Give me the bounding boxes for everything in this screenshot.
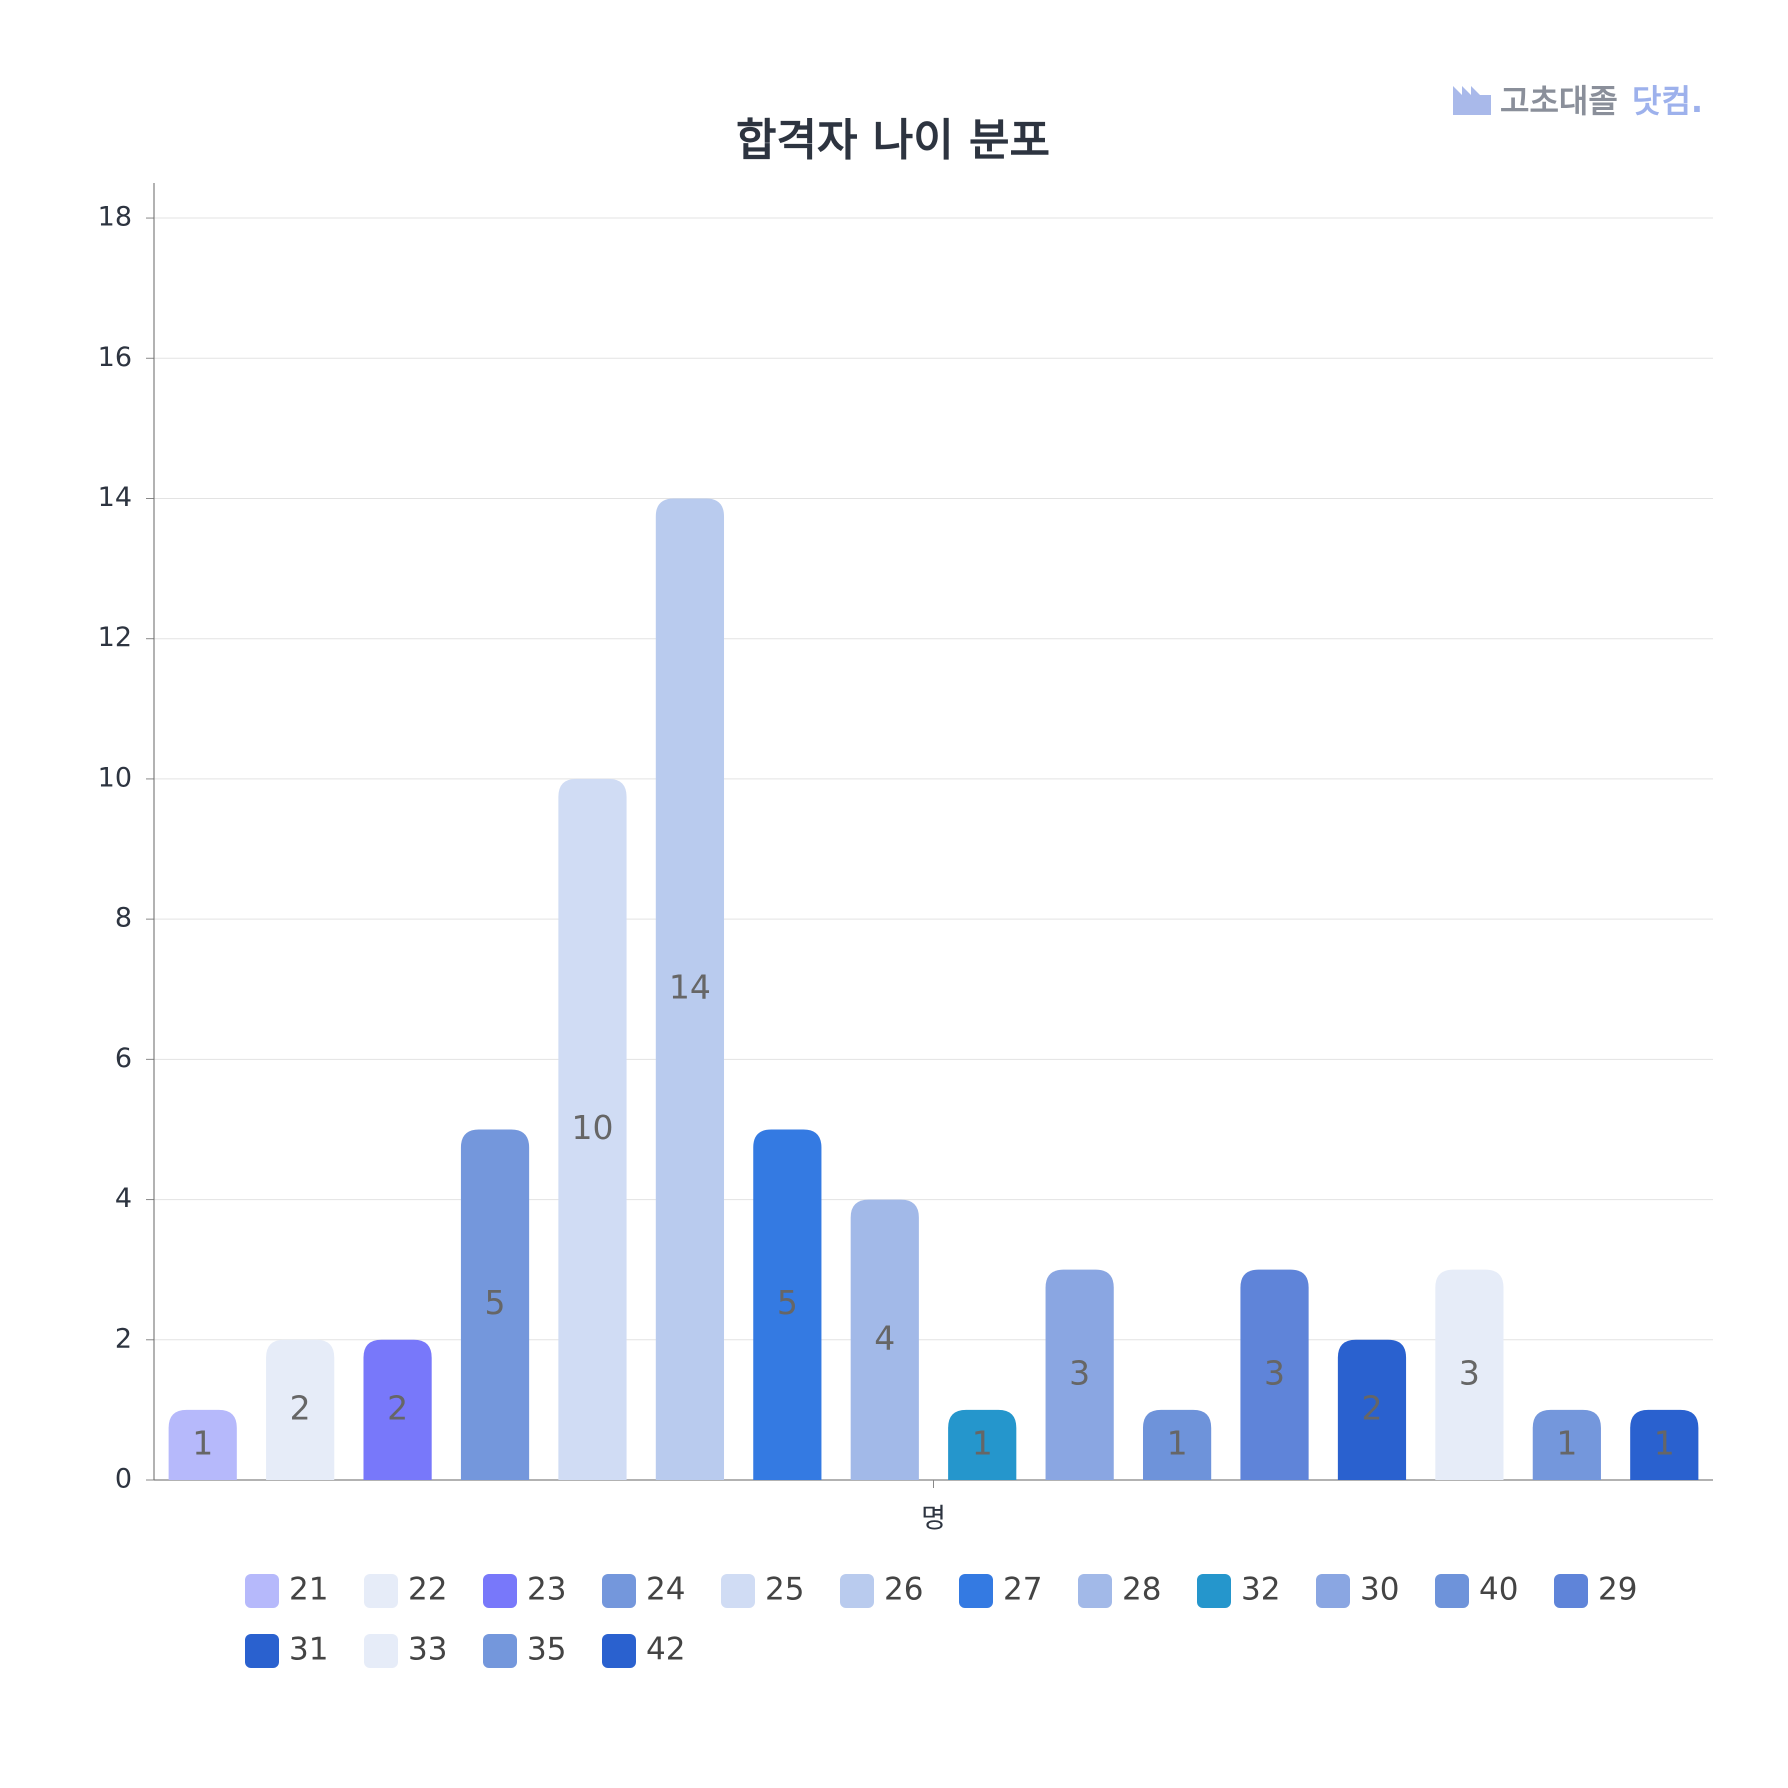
bar <box>1435 1269 1504 1480</box>
value-label: 3 <box>1459 1353 1480 1392</box>
value-label: 2 <box>387 1388 408 1427</box>
bar <box>1337 1339 1407 1480</box>
legend-swatch <box>483 1634 517 1668</box>
value-label: 1 <box>192 1423 213 1462</box>
bar <box>850 1199 919 1480</box>
legend-label: 29 <box>1598 1572 1637 1608</box>
y-tick-label: 18 <box>98 202 132 233</box>
value-label: 5 <box>485 1283 506 1322</box>
value-label: 1 <box>1556 1423 1577 1462</box>
bar <box>266 1339 335 1480</box>
logo-brand: 고초대졸 <box>1500 82 1618 120</box>
legend-label: 31 <box>289 1632 328 1668</box>
y-tick-label: 2 <box>115 1323 132 1354</box>
bar <box>168 1409 237 1480</box>
legend-label: 33 <box>408 1632 447 1668</box>
bar <box>558 778 627 1480</box>
value-label: 3 <box>1264 1353 1285 1392</box>
legend-swatch <box>840 1574 874 1608</box>
legend-swatch <box>483 1574 517 1608</box>
value-label: 4 <box>874 1318 895 1357</box>
value-label: 1 <box>1654 1423 1675 1462</box>
legend-swatch <box>721 1574 755 1608</box>
bar <box>1532 1409 1601 1480</box>
legend-swatch <box>602 1574 636 1608</box>
value-label: 1 <box>1167 1423 1188 1462</box>
legend-swatch <box>959 1574 993 1608</box>
y-tick-label: 12 <box>98 622 132 653</box>
legend-label: 42 <box>646 1632 685 1668</box>
logo-icon <box>1453 86 1491 115</box>
value-label: 2 <box>1361 1388 1382 1427</box>
value-label: 5 <box>777 1283 798 1322</box>
x-tick-label: 명 <box>921 1504 946 1535</box>
legend-label: 30 <box>1360 1572 1399 1608</box>
legend-label: 35 <box>527 1632 566 1668</box>
legend-label: 32 <box>1241 1572 1280 1608</box>
legend-label: 26 <box>884 1572 923 1608</box>
value-label: 14 <box>669 968 711 1007</box>
value-label: 1 <box>972 1423 993 1462</box>
y-tick-label: 8 <box>115 903 132 934</box>
logo: 고초대졸 닷컴. <box>1453 82 1703 120</box>
legend-label: 28 <box>1122 1572 1161 1608</box>
legend-swatch <box>1435 1574 1469 1608</box>
value-label: 3 <box>1069 1353 1090 1392</box>
bar <box>460 1129 530 1480</box>
legend-swatch <box>364 1634 398 1668</box>
legend-label: 21 <box>289 1572 328 1608</box>
y-tick-label: 6 <box>115 1043 132 1074</box>
legend-swatch <box>1197 1574 1231 1608</box>
y-tick-label: 16 <box>98 342 132 373</box>
legend-label: 27 <box>1003 1572 1042 1608</box>
logo-suffix: 닷컴. <box>1632 82 1703 120</box>
y-tick-label: 4 <box>115 1183 132 1214</box>
value-label: 2 <box>290 1388 311 1427</box>
y-tick-label: 10 <box>98 762 132 793</box>
bar <box>1630 1409 1699 1480</box>
y-tick-label: 0 <box>115 1464 132 1495</box>
legend-label: 25 <box>765 1572 804 1608</box>
chart-title: 합격자 나이 분포 <box>736 115 1050 166</box>
y-tick-label: 14 <box>98 482 132 513</box>
legend-swatch <box>245 1634 279 1668</box>
bar <box>1045 1269 1114 1480</box>
value-label: 10 <box>571 1108 613 1147</box>
bar <box>948 1409 1017 1480</box>
legend-swatch <box>1078 1574 1112 1608</box>
legend-swatch <box>245 1574 279 1608</box>
legend-swatch <box>1554 1574 1588 1608</box>
legend-label: 22 <box>408 1572 447 1608</box>
bar <box>753 1129 822 1480</box>
bar <box>1142 1409 1212 1480</box>
bar <box>655 498 725 1481</box>
legend-swatch <box>1316 1574 1350 1608</box>
bar <box>1240 1269 1309 1480</box>
bar <box>363 1339 432 1480</box>
legend-label: 23 <box>527 1572 566 1608</box>
legend-label: 40 <box>1479 1572 1518 1608</box>
legend-label: 24 <box>646 1572 685 1608</box>
legend-swatch <box>602 1634 636 1668</box>
legend-swatch <box>364 1574 398 1608</box>
